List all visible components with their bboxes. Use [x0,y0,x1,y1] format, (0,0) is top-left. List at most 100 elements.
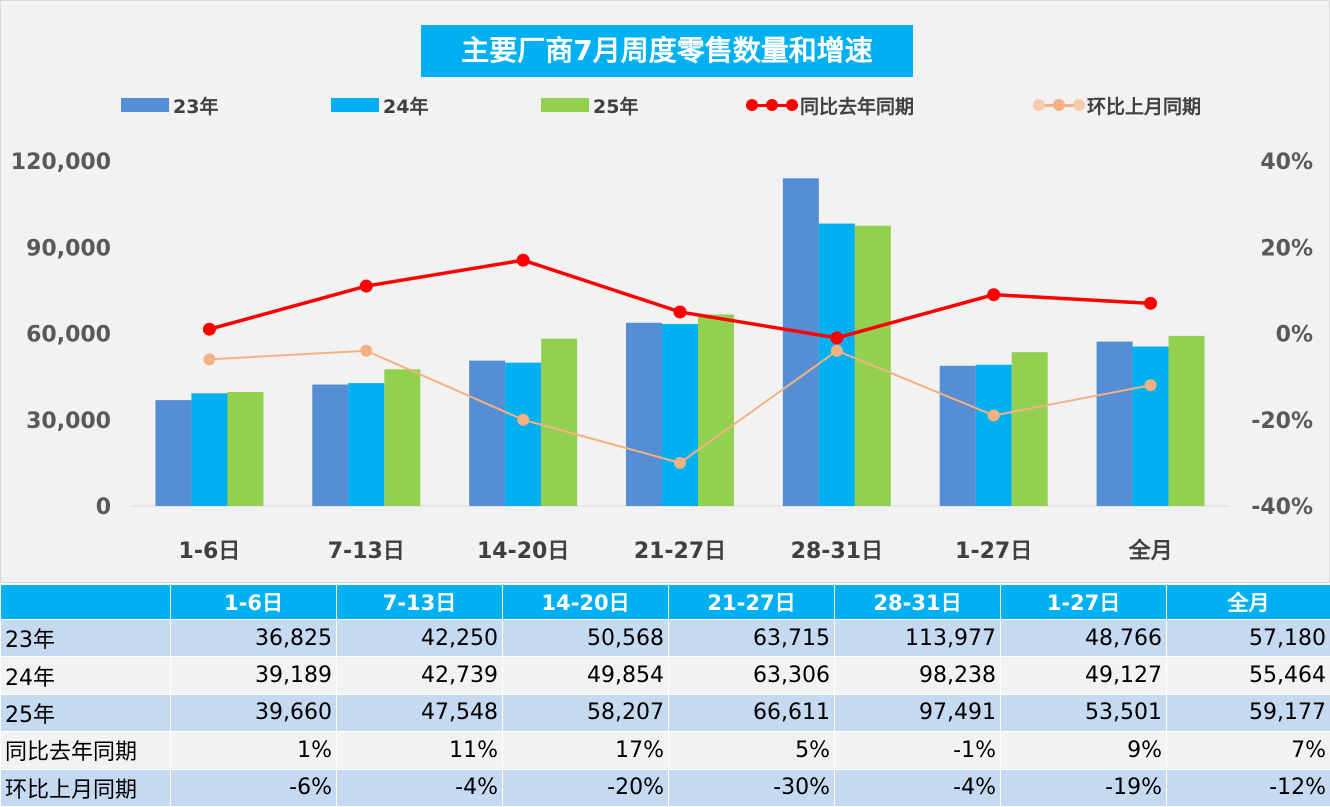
table-row: 环比上月同期 -6% -4% -20% -30% -4% -19% -12% [0,768,1330,807]
table-header-cell: 21-27日 [668,584,835,620]
legend-item-23: 23年 [121,93,218,118]
table-header-cell: 7-13日 [336,584,503,620]
point-环比上月同期 [987,409,1000,422]
x-tick-label: 1-27日 [955,539,1032,564]
y-left-tick-label: 0 [96,495,111,520]
bar-24年 [505,362,542,506]
legend-item-25: 25年 [541,93,639,118]
table-row-label: 同比去年同期 [0,731,171,770]
bar-23年 [782,178,819,506]
y-left-tick-label: 90,000 [26,236,111,261]
y-right-tick-label: 40% [1260,150,1313,175]
bar-24年 [348,383,385,506]
table-header-cell: 全月 [1166,584,1330,620]
x-tick-label: 7-13日 [328,539,405,564]
point-同比去年同期 [1144,296,1158,310]
bar-24年 [975,364,1012,506]
bar-25年 [384,369,421,506]
y-right-tick-label: 20% [1260,236,1313,261]
table-cell: 39,189 [170,656,337,695]
table-cell: 98,238 [834,656,1001,695]
legend-swatch [1033,97,1085,113]
bar-23年 [312,384,349,506]
table-cell: -19% [1000,768,1167,807]
point-环比上月同期 [360,344,373,357]
table-cell: 47,548 [336,693,503,733]
table-cell: 36,825 [170,618,337,658]
x-tick-label: 28-31日 [791,539,883,564]
table-cell: -4% [834,768,1001,807]
table-cell: 9% [1000,731,1167,770]
bar-24年 [1132,346,1169,506]
y-right-tick-label: -40% [1251,495,1313,520]
legend-swatch [121,98,169,112]
y-left-tick-label: 120,000 [11,150,111,175]
chart-area: 主要厂商7月周度零售数量和增速 23年 24年 25年 同比去年同期 环比上月同… [0,0,1330,583]
table-cell: 11% [336,731,503,770]
y-left-tick-label: 60,000 [26,323,111,348]
table-cell: 42,739 [336,656,503,695]
legend-label: 25年 [593,95,639,118]
table-cell: 49,854 [502,656,669,695]
point-同比去年同期 [516,253,530,267]
point-同比去年同期 [987,288,1001,302]
table-cell: 63,306 [668,656,835,695]
table-row: 23年 36,825 42,250 50,568 63,715 113,977 48,766… [0,618,1330,658]
table-cell: 66,611 [668,693,835,733]
table-cell: -1% [834,731,1001,770]
bar-25年 [227,391,264,506]
legend-label: 环比上月同期 [1087,95,1202,118]
table-cell: 55,464 [1166,656,1330,695]
table-cell: 17% [502,731,669,770]
table-header-cell: 1-27日 [1000,584,1167,620]
table-row-label: 23年 [0,618,171,658]
legend-swatch [541,98,589,112]
point-同比去年同期 [830,331,844,345]
y-left-tick-label: 30,000 [26,409,111,434]
table-cell: 113,977 [834,618,1001,658]
table-cell: 42,250 [336,618,503,658]
table-corner-cell [0,584,171,620]
table-cell: 48,766 [1000,618,1167,658]
point-环比上月同期 [830,344,843,357]
bar-24年 [191,393,228,506]
y-right-tick-label: 0% [1276,323,1313,348]
x-tick-label: 21-27日 [634,539,726,564]
legend-swatch [746,97,798,113]
bar-25年 [541,338,578,506]
table-row-label: 24年 [0,656,171,695]
bar-25年 [1011,352,1048,506]
table-cell: 5% [668,731,835,770]
bar-23年 [155,400,192,506]
table-cell: -4% [336,768,503,807]
legend-item-yoy: 同比去年同期 [746,93,914,118]
legend-item-24: 24年 [331,93,428,118]
table-cell: 39,660 [170,693,337,733]
legend-item-mom: 环比上月同期 [1033,93,1202,118]
point-同比去年同期 [202,322,216,336]
point-同比去年同期 [359,279,373,293]
table-row-label: 环比上月同期 [0,768,171,807]
table-cell: -30% [668,768,835,807]
table-header-row: 1-6日 7-13日 14-20日 21-27日 28-31日 1-27日 全月 [0,584,1330,620]
table-row: 25年 39,660 47,548 58,207 66,611 97,491 53,501 5… [0,693,1330,733]
point-环比上月同期 [674,456,686,469]
table-cell: -20% [502,768,669,807]
plot-area: 0 30,000 60,000 90,000 120,000 -40% -20% 0% 20% 4… [11,150,1313,564]
table-cell: 63,715 [668,618,835,658]
bar-23年 [1096,341,1133,506]
chart-title: 主要厂商7月周度零售数量和增速 [421,25,913,77]
table-row-label: 25年 [0,693,171,733]
table-cell: 59,177 [1166,693,1330,733]
table-header-cell: 14-20日 [502,584,669,620]
point-环比上月同期 [1144,379,1157,392]
x-tick-label: 14-20日 [477,539,569,564]
table-cell: 49,127 [1000,656,1167,695]
point-环比上月同期 [517,413,530,426]
x-tick-label: 1-6日 [179,539,241,564]
point-同比去年同期 [673,305,687,319]
table-cell: 58,207 [502,693,669,733]
table-cell: 1% [170,731,337,770]
table-row: 同比去年同期 1% 11% 17% 5% -1% 9% 7% [0,731,1330,770]
table-cell: 53,501 [1000,693,1167,733]
